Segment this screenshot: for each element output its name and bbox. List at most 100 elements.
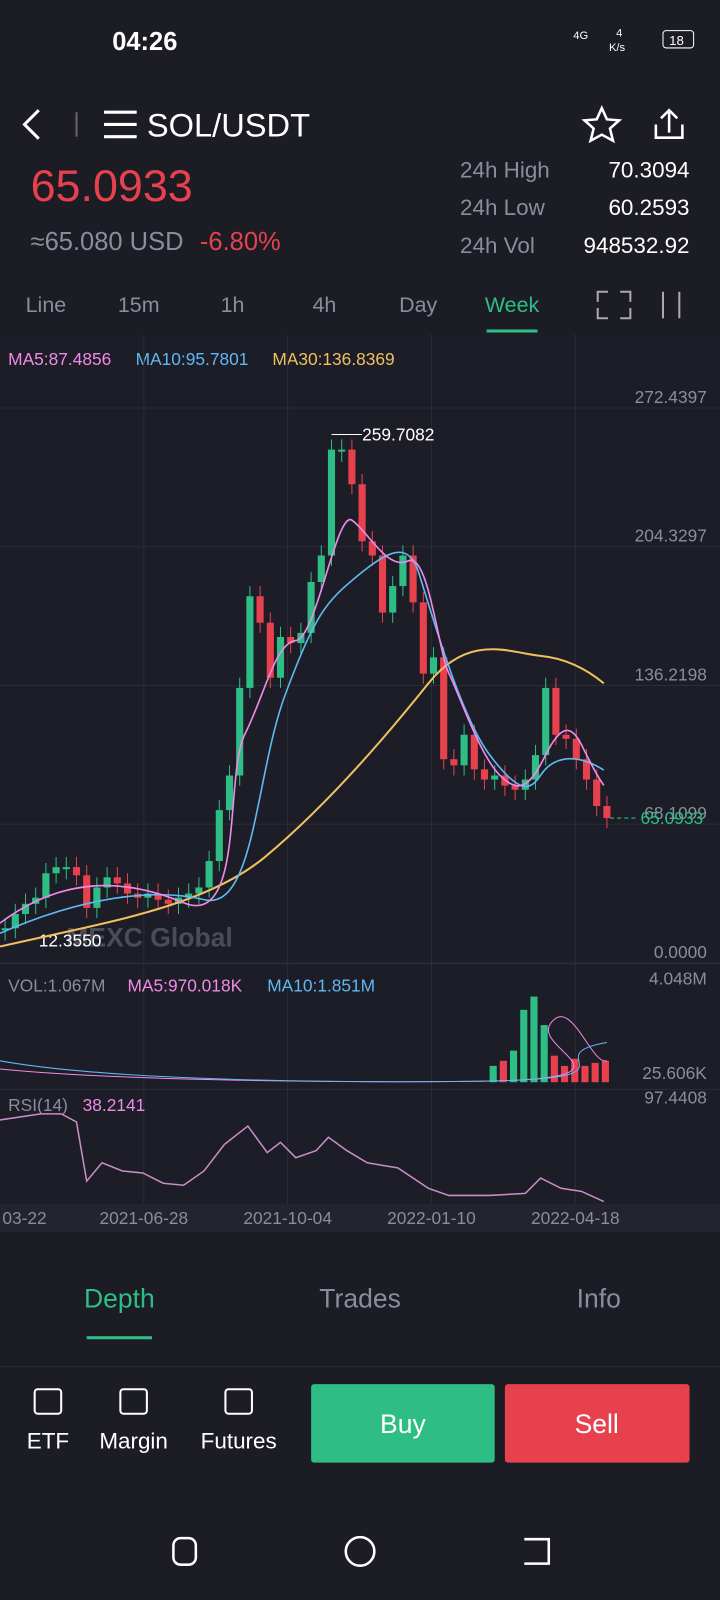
volume-bar [540,1025,548,1083]
nav-icon [119,1388,148,1415]
interval-tab[interactable]: Day [399,293,437,317]
change: -6.80% [200,228,281,256]
x-tick-label: 2022-01-10 [387,1208,476,1228]
network: 4G [573,30,588,42]
vol-ma10 [0,1041,607,1083]
volume-bar [601,1060,609,1083]
share-button[interactable] [654,108,684,139]
candle [593,779,601,807]
candle [1,928,9,931]
candle [123,883,132,894]
candle [93,887,101,908]
back-button[interactable] [22,109,40,140]
candle [11,913,19,929]
candle [195,887,203,894]
nav-item[interactable]: ETF [27,1428,69,1453]
candle [246,596,254,688]
candle [185,893,193,898]
stat-value: 70.3094 [608,157,689,182]
last-price: 65.0933 [31,160,193,211]
x-axis-band [0,1203,720,1233]
interval-tab[interactable]: 4h [312,293,336,317]
fullscreen-button[interactable] [596,290,632,320]
candle [542,687,550,756]
pair-title[interactable]: SOL/USDT [147,107,310,144]
buy-button[interactable] [311,1384,495,1463]
nav-item[interactable]: Futures [201,1428,277,1453]
candle [603,806,611,819]
current-price-label: 65.0933 [641,808,704,828]
volume-bar [571,1058,579,1083]
volume-bar [510,1050,518,1083]
interval-tab[interactable]: 1h [221,293,245,317]
candle [21,903,30,914]
speed-unit: K/s [609,42,626,54]
y-tick-label: 0.0000 [654,942,707,962]
nav-icon [33,1388,63,1415]
stat-label: 24h Low [460,195,546,220]
home-button[interactable] [344,1535,376,1567]
y-tick-label: 68.1099 [644,803,707,823]
candle [450,759,458,766]
rsi-top: 97.4408 [644,1088,707,1108]
ma30-line [0,648,605,948]
candle [338,449,346,452]
interval-tab[interactable]: Week [485,293,540,317]
candle [470,734,478,770]
candle [225,775,234,811]
interval-tab[interactable]: Line [26,293,66,317]
candle [307,581,315,633]
candle [429,657,438,674]
rsi-value: 38.2141 [83,1095,146,1115]
candle [113,877,121,884]
candle [531,755,540,780]
candle [378,555,387,613]
volume-bar [499,1060,507,1083]
interval-tab[interactable]: 15m [118,293,160,317]
volume-bar [489,1065,497,1083]
back-nav-button[interactable] [524,1537,551,1565]
menu-button[interactable] [104,110,137,139]
recent-button[interactable] [172,1536,198,1566]
nav-icon [224,1388,253,1415]
clock: 04:26 [112,28,177,56]
candle [389,586,397,613]
stat-label: 24h Vol [460,233,535,258]
candle [236,687,244,776]
volume-bar [550,1055,558,1083]
high-label: 259.7082 [362,425,434,445]
usd-price: ≈65.080 USD [31,228,184,256]
stat-value: 948532.92 [584,233,690,258]
y-tick-label: 204.3297 [635,526,707,546]
candle [327,449,336,556]
x-tick-label: 03-22 [2,1208,46,1228]
candle [266,622,274,678]
candle [72,867,81,876]
y-tick-label: 272.4397 [635,387,707,407]
candle [154,893,162,900]
favorite-button[interactable] [581,105,623,144]
candle [164,899,172,904]
candle [358,484,366,542]
rsi-line [0,1113,605,1203]
candle [103,877,111,888]
stat-label: 24h High [460,157,550,182]
volume-bottom: 25.606K [642,1063,707,1083]
candle [368,541,376,556]
x-tick-label: 2021-06-28 [99,1208,188,1228]
volume-label: VOL:1.067M [8,975,105,995]
nav-item[interactable]: Margin [99,1428,168,1453]
section-tab[interactable]: Info [577,1284,621,1314]
volume-top: 4.048M [649,968,707,988]
sell-button[interactable] [504,1384,690,1463]
section-tab[interactable]: Trades [319,1284,401,1314]
section-tab[interactable]: Depth [84,1284,155,1314]
rsi-label: RSI(14) [8,1095,68,1115]
candle [491,775,499,780]
candle [62,867,70,870]
candle [317,555,325,582]
candle [256,596,264,623]
settings-button[interactable] [661,291,681,319]
candle [205,861,213,888]
